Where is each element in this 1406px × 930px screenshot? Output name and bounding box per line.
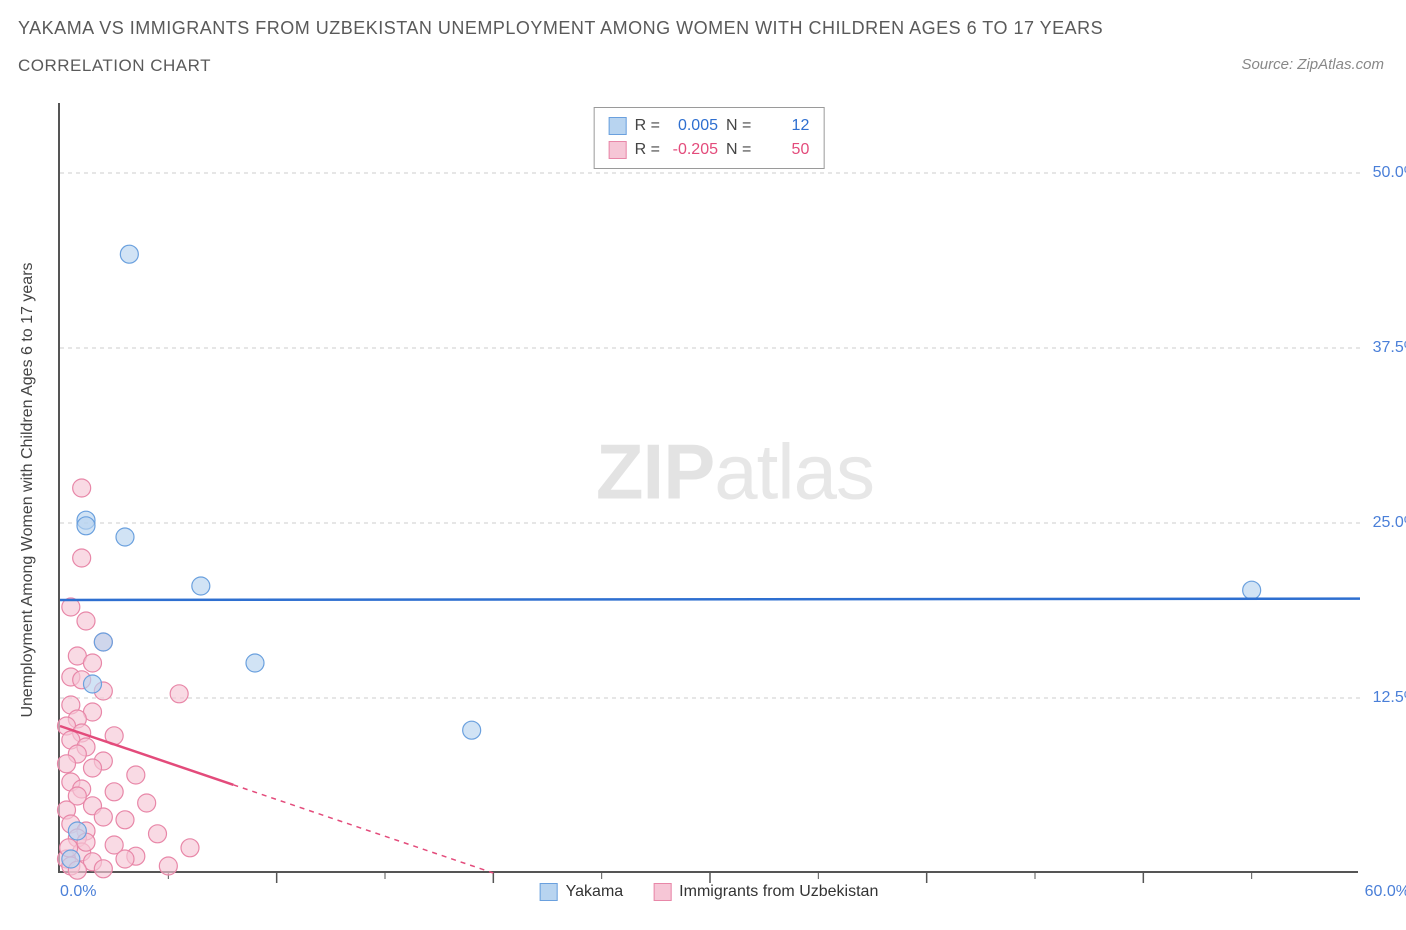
n-value-series1: 12 [759,114,809,138]
n-label: N = [726,138,751,162]
chart-title-line2: CORRELATION CHART [18,56,211,76]
scatter-point [94,808,112,826]
scatter-point [62,850,80,868]
scatter-point [105,783,123,801]
scatter-point [127,766,145,784]
r-value-series2: -0.205 [668,138,718,162]
scatter-point [116,850,134,868]
scatter-point [73,479,91,497]
legend-label-series1: Yakama [566,883,624,901]
scatter-point [149,825,167,843]
scatter-point [192,577,210,595]
scatter-point [463,721,481,739]
plot-area: ZIPatlas R = 0.005 N = 12 R = -0.205 N =… [58,103,1358,873]
legend-swatch-series2 [609,141,627,159]
legend-swatch-series1 [609,117,627,135]
scatter-point [58,755,76,773]
legend-correlation: R = 0.005 N = 12 R = -0.205 N = 50 [594,107,825,169]
legend-label-series2: Immigrants from Uzbekistan [679,883,878,901]
source-attribution: Source: ZipAtlas.com [1241,56,1384,73]
scatter-point [68,822,86,840]
legend-series: Yakama Immigrants from Uzbekistan [540,883,879,901]
trend-line-series2-dashed [233,785,493,873]
legend-item-series1: Yakama [540,883,624,901]
r-label: R = [635,138,660,162]
y-axis-title: Unemployment Among Women with Children A… [19,262,37,717]
y-tick-label: 50.0% [1373,164,1406,182]
n-value-series2: 50 [759,138,809,162]
scatter-point [84,675,102,693]
trend-line-series1 [60,599,1360,600]
scatter-point [116,811,134,829]
scatter-point [138,794,156,812]
scatter-point [116,528,134,546]
scatter-point [84,759,102,777]
r-value-series1: 0.005 [668,114,718,138]
y-tick-label: 25.0% [1373,514,1406,532]
chart-container: Unemployment Among Women with Children A… [40,95,1385,885]
n-label: N = [726,114,751,138]
x-max-label: 60.0% [1365,883,1406,901]
legend-swatch-series1-bottom [540,883,558,901]
scatter-point [73,549,91,567]
scatter-point [77,517,95,535]
legend-row-series2: R = -0.205 N = 50 [609,138,810,162]
y-tick-label: 12.5% [1373,689,1406,707]
scatter-point [246,654,264,672]
legend-row-series1: R = 0.005 N = 12 [609,114,810,138]
scatter-point [120,245,138,263]
chart-title-line1: YAKAMA VS IMMIGRANTS FROM UZBEKISTAN UNE… [18,18,1103,39]
scatter-point [181,839,199,857]
scatter-point [170,685,188,703]
legend-swatch-series2-bottom [653,883,671,901]
r-label: R = [635,114,660,138]
plot-svg [60,103,1358,871]
scatter-point [84,654,102,672]
y-tick-label: 37.5% [1373,339,1406,357]
scatter-point [94,633,112,651]
scatter-point [77,612,95,630]
scatter-point [1243,581,1261,599]
legend-item-series2: Immigrants from Uzbekistan [653,883,878,901]
scatter-point [94,860,112,878]
x-origin-label: 0.0% [60,883,96,901]
scatter-point [159,857,177,875]
